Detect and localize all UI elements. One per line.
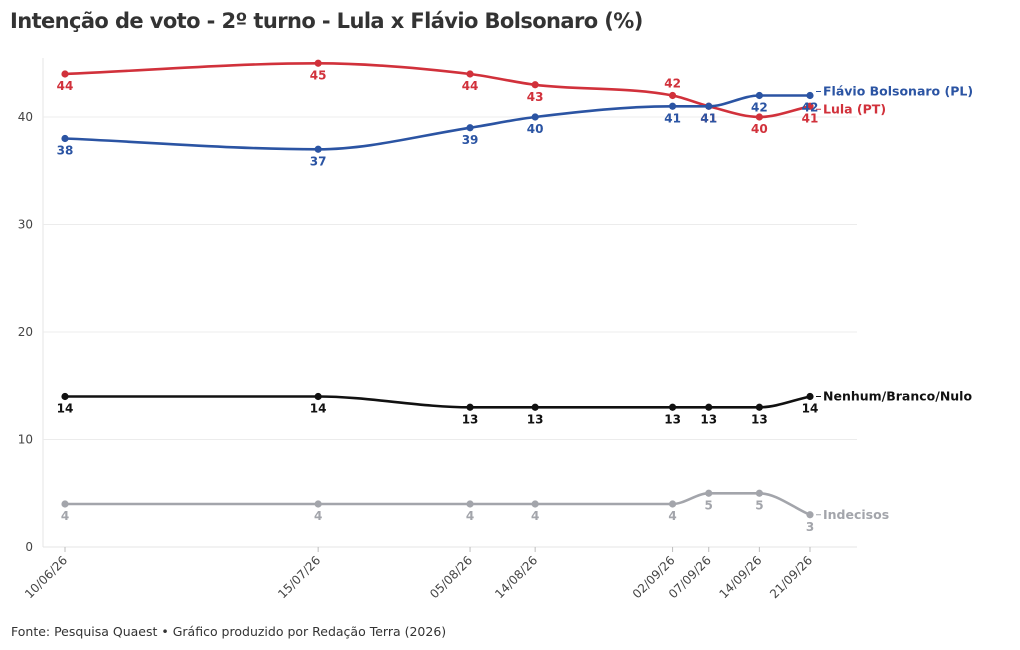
data-point — [61, 500, 69, 508]
data-point — [531, 403, 539, 411]
series-end-label: Nenhum/Branco/Nulo — [823, 389, 972, 404]
series-nenhum-branco-nulo: 14 14 13 13 13 13 13 14 Nenhum/Branco/Nulo — [57, 389, 973, 427]
data-label: 4 — [531, 509, 539, 523]
data-label: 4 — [314, 509, 322, 523]
data-point — [755, 489, 763, 497]
data-point — [668, 102, 677, 110]
data-point — [755, 113, 763, 121]
data-point — [806, 392, 814, 401]
data-point — [668, 500, 677, 508]
data-label: 37 — [310, 154, 327, 168]
data-label: 42 — [664, 77, 681, 91]
series-end-label: Flávio Bolsonaro (PL) — [823, 84, 973, 99]
data-point — [61, 392, 69, 401]
series-end-label: Indecisos — [823, 507, 889, 522]
chart-title: Intenção de voto - 2º turno - Lula x Flá… — [10, 9, 643, 33]
data-label: 13 — [700, 412, 717, 426]
gridlines — [42, 58, 857, 548]
data-label: 45 — [310, 68, 327, 82]
data-label: 4 — [61, 509, 69, 523]
x-tick-label: 14/08/26 — [492, 553, 540, 601]
series-indecisos: 4 4 4 4 4 5 5 3 Indecisos — [61, 489, 889, 534]
y-tick-label: 10 — [18, 433, 33, 447]
data-label: 41 — [700, 111, 717, 125]
data-point — [61, 70, 69, 78]
x-tick-label: 10/06/26 — [22, 553, 70, 601]
x-tick-label: 21/09/26 — [767, 553, 815, 601]
source-note: Fonte: Pesquisa Quaest • Gráfico produzi… — [11, 624, 447, 639]
data-label: 14 — [310, 402, 327, 416]
data-label: 13 — [462, 412, 479, 426]
data-label: 5 — [755, 498, 763, 512]
data-point — [668, 403, 677, 411]
data-point — [314, 392, 322, 401]
data-label: 13 — [664, 412, 681, 426]
data-label: 13 — [751, 412, 768, 426]
data-point — [466, 500, 474, 508]
data-label: 42 — [802, 101, 819, 115]
data-label: 14 — [57, 402, 74, 416]
data-point — [668, 91, 677, 100]
series-line — [63, 491, 812, 517]
x-tick-label: 14/09/26 — [716, 553, 764, 601]
data-point — [755, 91, 763, 100]
y-tick-label: 40 — [18, 110, 33, 124]
data-point — [466, 403, 474, 411]
x-axis: 10/06/26 15/07/26 05/08/26 14/08/26 02/09/26… — [22, 547, 815, 601]
data-point — [755, 403, 763, 411]
y-tick-label: 30 — [18, 218, 33, 232]
data-point — [531, 500, 539, 508]
data-label: 13 — [527, 412, 544, 426]
data-label: 3 — [806, 520, 814, 534]
data-label: 5 — [705, 498, 713, 512]
data-point — [466, 70, 474, 78]
data-point — [531, 81, 539, 89]
y-tick-label: 20 — [18, 325, 33, 339]
data-label: 4 — [668, 509, 676, 523]
data-label: 43 — [527, 90, 544, 104]
data-label: 42 — [751, 101, 768, 115]
series-line — [63, 62, 812, 119]
data-label: 39 — [462, 133, 479, 147]
data-label: 4 — [466, 509, 474, 523]
data-label: 38 — [57, 144, 74, 158]
data-point — [806, 511, 814, 519]
data-point — [314, 59, 322, 67]
data-point — [705, 403, 713, 411]
y-tick-label: 0 — [25, 540, 33, 554]
x-tick-label: 05/08/26 — [427, 553, 475, 601]
data-label: 44 — [462, 79, 479, 93]
data-point — [705, 102, 713, 110]
data-label: 14 — [802, 402, 819, 416]
data-point — [314, 145, 322, 153]
data-label: 41 — [802, 111, 819, 125]
data-label: 40 — [527, 122, 544, 136]
data-label: 41 — [664, 111, 681, 125]
data-point — [466, 124, 474, 132]
data-point — [61, 134, 69, 143]
data-point — [705, 489, 713, 497]
data-point — [806, 91, 814, 100]
y-axis: 0 10 20 30 40 — [18, 110, 33, 554]
data-point — [531, 113, 539, 121]
data-point — [314, 500, 322, 508]
x-tick-label: 15/07/26 — [275, 553, 323, 601]
data-point — [806, 102, 814, 110]
series-end-label: Lula (PT) — [823, 101, 886, 116]
data-label: 41 — [700, 111, 717, 125]
data-label: 44 — [57, 79, 74, 93]
data-label: 40 — [751, 122, 768, 136]
series-line — [63, 395, 812, 409]
